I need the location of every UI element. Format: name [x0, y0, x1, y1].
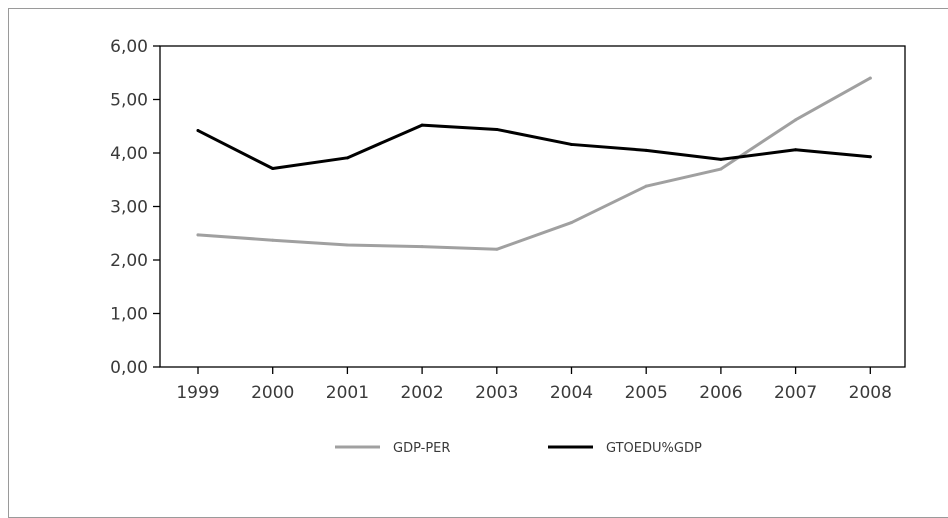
data-point: [719, 157, 723, 161]
x-tick-label: 2001: [326, 383, 369, 403]
data-point: [794, 148, 798, 152]
x-tick-label: 2003: [475, 383, 518, 403]
data-point: [420, 245, 424, 249]
x-tick-label: 2005: [625, 383, 668, 403]
plot-border: [159, 45, 906, 368]
data-point: [644, 148, 648, 152]
series-layer: [196, 76, 872, 251]
y-tick-label: 4,00: [110, 144, 148, 164]
data-point: [196, 129, 200, 133]
x-tick-label: 2000: [251, 383, 294, 403]
data-point: [196, 233, 200, 237]
data-point: [345, 156, 349, 160]
y-tick-label: 5,00: [110, 91, 148, 111]
x-tick-label: 2008: [849, 383, 892, 403]
y-tick-label: 3,00: [110, 198, 148, 218]
x-tick-label: 2002: [400, 383, 443, 403]
data-point: [271, 167, 275, 171]
x-tick-label: 2006: [699, 383, 742, 403]
series-line-gdp-per: [196, 76, 872, 251]
y-tick-label: 2,00: [110, 251, 148, 271]
data-point: [345, 243, 349, 247]
x-axis: 1999 2000 2001 2002 2003 2004 2005 2006 2007 2008: [176, 367, 892, 403]
data-point: [570, 142, 573, 146]
plot-area: [159, 45, 906, 368]
legend-label: GDP-PER: [393, 441, 450, 456]
data-point: [420, 123, 424, 127]
x-tick-label: 2004: [550, 383, 593, 403]
series-line-gtoedu-gdp: [196, 123, 872, 171]
data-point: [495, 127, 499, 131]
y-tick-label: 0,00: [110, 358, 148, 378]
data-point: [495, 247, 499, 251]
x-tick-label: 1999: [176, 383, 219, 403]
legend-label: GTOEDU%GDP: [606, 441, 702, 456]
legend: GDP-PER GTOEDU%GDP: [335, 441, 702, 456]
data-point: [644, 184, 648, 188]
data-point: [794, 118, 798, 122]
y-tick-label: 6,00: [110, 37, 148, 57]
y-tick-label: 1,00: [110, 305, 148, 325]
data-point: [570, 221, 573, 225]
data-point: [868, 155, 872, 159]
data-point: [719, 167, 723, 171]
data-point: [868, 76, 872, 80]
x-tick-label: 2007: [774, 383, 817, 403]
data-point: [271, 238, 275, 242]
y-axis: 0,00 1,00 2,00 3,00 4,00 5,00 6,00: [110, 37, 160, 378]
